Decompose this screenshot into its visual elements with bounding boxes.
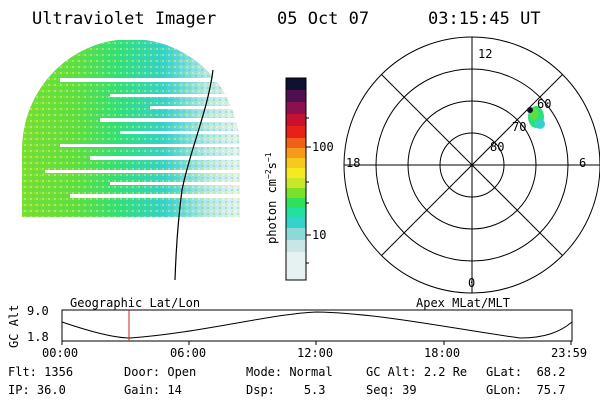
info-flt: Flt: 1356 bbox=[8, 365, 73, 379]
info-key: Dsp: bbox=[246, 383, 275, 397]
info-key: Door: bbox=[124, 365, 161, 379]
lat-label-70: 70 bbox=[512, 120, 527, 134]
info-key: GC Alt: bbox=[366, 365, 417, 379]
info-glon: GLon: 75.7 bbox=[486, 383, 565, 397]
info-value: 36.0 bbox=[36, 383, 66, 397]
info-value: 75.7 bbox=[536, 383, 566, 397]
info-value: 39 bbox=[402, 383, 417, 397]
timeline-xtick-1: 06:00 bbox=[170, 346, 207, 360]
timeline-xtick-0: 00:00 bbox=[42, 346, 79, 360]
info-key: GLat: bbox=[486, 365, 523, 379]
altitude-curve bbox=[61, 311, 573, 339]
info-ip: IP: 36.0 bbox=[8, 383, 66, 397]
info-value: 14 bbox=[167, 383, 182, 397]
uv-half-disk bbox=[22, 40, 240, 217]
info-value: 2.2 Re bbox=[423, 365, 468, 379]
timeline-ytick-bottom: 1.8 bbox=[27, 330, 49, 344]
lat-label-80: 80 bbox=[490, 140, 505, 154]
info-value: 5.3 bbox=[303, 383, 326, 397]
info-key: Flt: bbox=[8, 365, 37, 379]
timeline-ytick-top: 9.0 bbox=[27, 304, 49, 318]
unit-s: s bbox=[265, 162, 279, 170]
colorbar bbox=[285, 77, 311, 281]
timeline-plot bbox=[61, 309, 573, 345]
info-key: Mode: bbox=[246, 365, 283, 379]
polar-plot bbox=[343, 36, 600, 294]
unit-photon: photon cm bbox=[265, 178, 279, 244]
mlt-label-0: 0 bbox=[468, 276, 476, 290]
info-key: Gain: bbox=[124, 383, 161, 397]
mlt-label-12: 12 bbox=[478, 47, 493, 61]
info-key: IP: bbox=[8, 383, 30, 397]
colorbar-tick-100: 100 bbox=[312, 140, 334, 154]
colorbar-unit-label: photon cm−2s−1 bbox=[264, 152, 279, 244]
timeline-xtick-2: 12:00 bbox=[297, 346, 334, 360]
time-label: 03:15:45 UT bbox=[428, 9, 541, 29]
terminator-line bbox=[174, 69, 214, 281]
aurora-patch bbox=[527, 106, 545, 129]
info-value: 1356 bbox=[44, 365, 74, 379]
colorbar-tick-10: 10 bbox=[312, 228, 327, 242]
timeline-xtick-3: 18:00 bbox=[424, 346, 461, 360]
mlt-label-18: 18 bbox=[346, 156, 361, 170]
timeline-xtick-4: 23:59 bbox=[551, 346, 588, 360]
info-value: Normal bbox=[289, 365, 333, 379]
info-seq: Seq: 39 bbox=[366, 383, 417, 397]
timeline-left-title: Geographic Lat/Lon bbox=[70, 296, 201, 310]
info-key: GLon: bbox=[486, 383, 523, 397]
info-value: 68.2 bbox=[536, 365, 566, 379]
info-value: Open bbox=[167, 365, 197, 379]
info-key: Seq: bbox=[366, 383, 395, 397]
info-gain: Gain: 14 bbox=[124, 383, 182, 397]
date-label: 05 Oct 07 bbox=[277, 9, 370, 29]
timeline-ylabel: GC Alt bbox=[7, 304, 21, 348]
unit-exp-1: −2 bbox=[264, 169, 273, 179]
unit-exp-2: −1 bbox=[264, 152, 273, 163]
mlt-label-6: 6 bbox=[579, 156, 587, 170]
lat-label-60: 60 bbox=[537, 97, 552, 111]
info-dsp: Dsp: 5.3 bbox=[246, 383, 326, 397]
info-door: Door: Open bbox=[124, 365, 196, 379]
timeline-right-title: Apex MLat/MLT bbox=[416, 296, 510, 310]
instrument-title: Ultraviolet Imager bbox=[32, 9, 217, 29]
info-glat: GLat: 68.2 bbox=[486, 365, 565, 379]
info-gcalt: GC Alt: 2.2 Re bbox=[366, 365, 467, 379]
info-mode: Mode: Normal bbox=[246, 365, 333, 379]
